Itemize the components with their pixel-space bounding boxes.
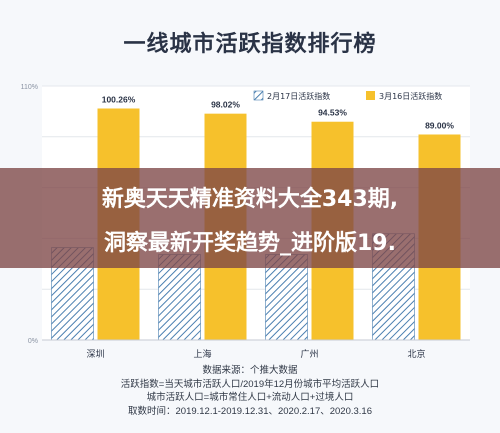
- note-line: 城市活跃人口=城市常住人口+流动人口+过境人口: [146, 392, 354, 403]
- legend-swatch-mar16: [366, 91, 375, 100]
- chart-title: 一线城市活跃指数排行榜: [123, 31, 377, 56]
- data-label: 98.02%: [211, 100, 240, 110]
- y-tick-label: 0%: [28, 338, 38, 345]
- y-tick-label: 110%: [21, 84, 38, 91]
- data-label: 100.26%: [102, 94, 136, 104]
- x-tick-label: 上海: [193, 348, 211, 360]
- x-tick-label: 深圳: [86, 349, 104, 360]
- source-notes: 数据来源：个推大数据 活跃指数=当天城市活跃人口/2019年12月份城市平均活跃…: [0, 364, 500, 418]
- note-line: 取数时间：2019.12.1-2019.12.31、2020.2.17、2020…: [128, 405, 372, 417]
- legend-label-mar16: 3月16日活跃指数: [379, 91, 442, 101]
- note-line: 活跃指数=当天城市活跃人口/2019年12月份城市平均活跃人口: [120, 378, 380, 390]
- bar-feb17-2: [265, 254, 308, 341]
- bar-feb17-1: [158, 254, 201, 341]
- x-tick-label: 北京: [407, 348, 425, 360]
- data-label: 94.53%: [318, 108, 347, 118]
- x-tick-label: 广州: [300, 348, 318, 360]
- overlay-headline-1: 新奥天天精准资料大全343期,: [101, 187, 399, 212]
- overlay-headline-2: 洞察最新开奖趋势_进阶版19.: [104, 231, 396, 256]
- data-label: 89.00%: [425, 120, 454, 130]
- legend-swatch-feb17: [253, 90, 264, 101]
- overlay-banner: [0, 168, 500, 268]
- legend-label-feb17: 2月17日活跃指数: [267, 91, 330, 101]
- note-line: 数据来源：个推大数据: [202, 365, 298, 376]
